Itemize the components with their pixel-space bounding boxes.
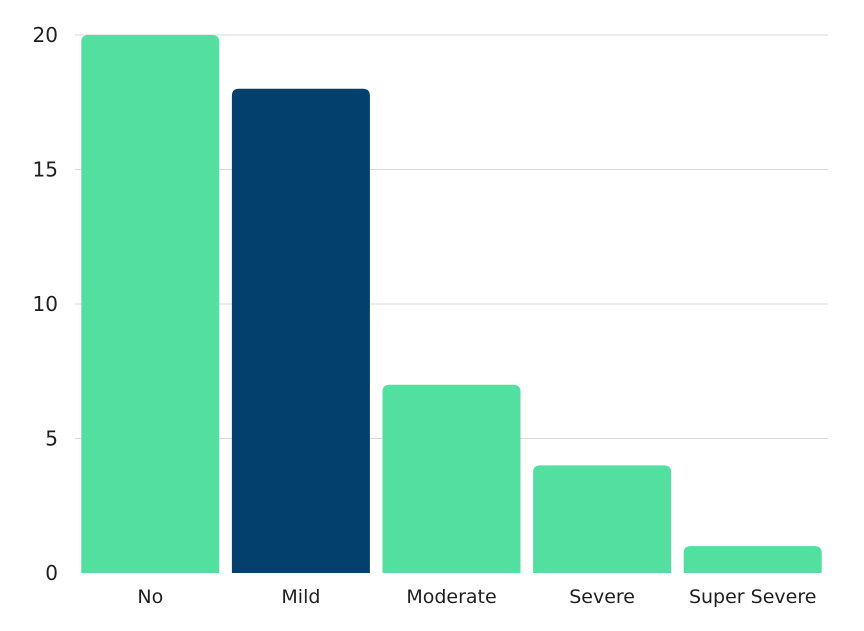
bars [81,35,822,574]
bar-severe [533,465,672,573]
x-category-label: Moderate [406,586,496,608]
y-tick-label: 5 [45,427,58,451]
x-category-label: No [137,586,163,608]
bar-super-severe [683,546,822,573]
y-axis-tick-labels: 0 5 10 15 20 [33,23,58,585]
x-category-label: Severe [569,586,635,608]
bar-moderate [382,384,521,573]
y-tick-label: 10 [33,292,58,316]
y-tick-label: 20 [33,23,58,47]
y-tick-label: 15 [33,158,58,182]
x-axis-category-labels: No Mild Moderate Severe Super Severe [137,586,816,608]
x-category-label: Super Severe [689,586,816,608]
bar-no [81,35,220,573]
bar-mild [231,88,370,574]
y-tick-label: 0 [45,561,58,585]
x-category-label: Mild [281,586,320,608]
